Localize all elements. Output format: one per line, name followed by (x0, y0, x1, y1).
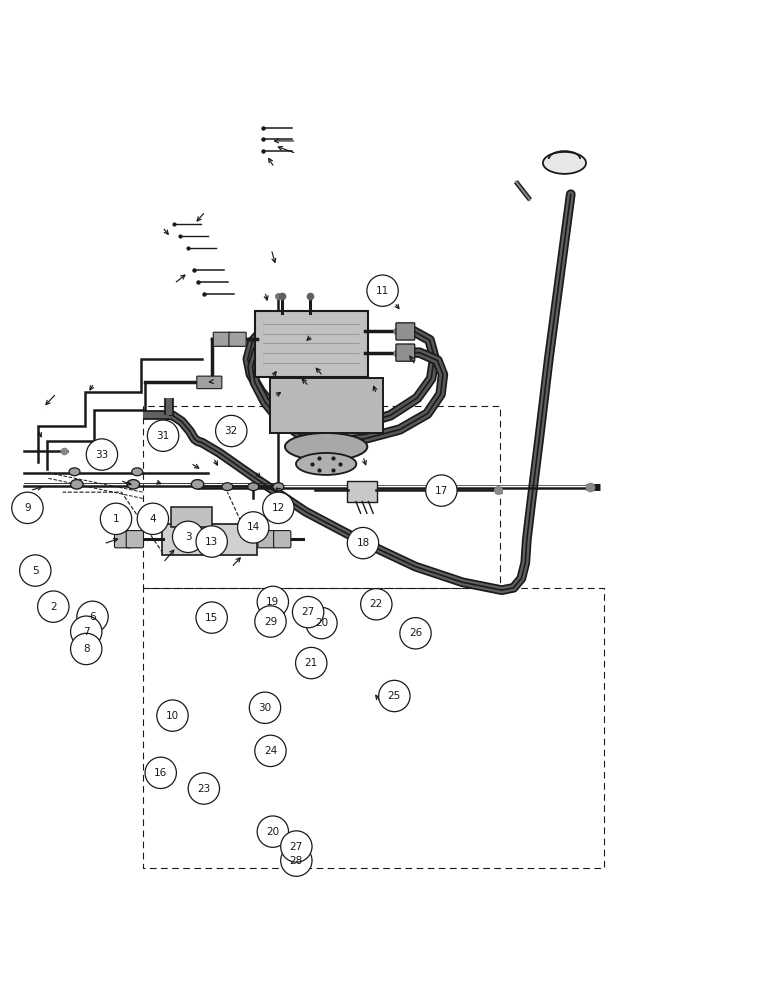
Circle shape (196, 602, 227, 633)
Text: 26: 26 (409, 628, 422, 638)
Circle shape (255, 606, 286, 637)
Circle shape (379, 680, 410, 712)
Text: 32: 32 (225, 426, 238, 436)
Circle shape (257, 586, 289, 618)
Text: 11: 11 (376, 286, 389, 296)
FancyBboxPatch shape (255, 311, 368, 377)
Circle shape (238, 512, 269, 543)
Ellipse shape (191, 480, 204, 489)
Text: 17: 17 (435, 486, 448, 496)
Text: 25: 25 (388, 691, 401, 701)
Text: 3: 3 (185, 532, 191, 542)
Circle shape (100, 503, 132, 534)
Text: 27: 27 (302, 607, 314, 617)
Text: 1: 1 (113, 514, 119, 524)
Circle shape (188, 773, 220, 804)
Circle shape (38, 591, 69, 622)
Ellipse shape (296, 453, 356, 475)
Text: 5: 5 (32, 566, 38, 576)
Circle shape (400, 618, 431, 649)
Ellipse shape (222, 483, 233, 491)
Text: 29: 29 (264, 617, 277, 627)
FancyBboxPatch shape (162, 524, 257, 555)
Text: 13: 13 (205, 537, 218, 547)
Ellipse shape (69, 468, 80, 476)
Circle shape (172, 521, 204, 553)
FancyBboxPatch shape (197, 376, 222, 389)
FancyBboxPatch shape (213, 332, 230, 346)
Circle shape (216, 415, 247, 447)
Circle shape (12, 492, 43, 524)
Text: 28: 28 (290, 856, 303, 866)
Ellipse shape (273, 483, 284, 491)
Text: 19: 19 (267, 597, 279, 607)
Text: 31: 31 (157, 431, 169, 441)
Text: 21: 21 (305, 658, 318, 668)
Circle shape (249, 692, 281, 723)
FancyBboxPatch shape (229, 332, 246, 346)
Circle shape (147, 420, 179, 451)
Text: 9: 9 (24, 503, 31, 513)
Circle shape (426, 475, 457, 506)
Circle shape (296, 647, 327, 679)
Circle shape (257, 816, 289, 847)
Ellipse shape (543, 152, 586, 174)
Circle shape (71, 616, 102, 647)
Text: 10: 10 (166, 711, 179, 721)
Circle shape (263, 492, 294, 524)
Circle shape (137, 503, 169, 534)
Text: 27: 27 (290, 842, 303, 852)
FancyBboxPatch shape (171, 507, 212, 527)
Text: 18: 18 (357, 538, 369, 548)
Text: 2: 2 (50, 602, 56, 612)
Circle shape (292, 596, 324, 628)
Text: 8: 8 (83, 644, 89, 654)
Ellipse shape (127, 480, 140, 489)
Text: 20: 20 (267, 827, 279, 837)
Text: 7: 7 (83, 627, 89, 637)
FancyBboxPatch shape (396, 344, 415, 361)
Text: 30: 30 (259, 703, 271, 713)
Circle shape (145, 757, 176, 789)
Text: 22: 22 (370, 599, 383, 609)
FancyBboxPatch shape (126, 531, 143, 548)
Ellipse shape (71, 480, 83, 489)
FancyBboxPatch shape (114, 531, 132, 548)
Circle shape (367, 275, 398, 306)
Circle shape (361, 589, 392, 620)
Circle shape (77, 601, 108, 632)
Circle shape (306, 607, 337, 639)
Circle shape (255, 735, 286, 767)
Ellipse shape (285, 433, 367, 460)
FancyBboxPatch shape (396, 323, 415, 340)
Text: 20: 20 (315, 618, 328, 628)
Text: 33: 33 (96, 450, 108, 460)
Text: 24: 24 (264, 746, 277, 756)
Circle shape (86, 439, 118, 470)
FancyBboxPatch shape (274, 531, 291, 548)
Circle shape (281, 845, 312, 876)
FancyBboxPatch shape (270, 378, 383, 433)
Ellipse shape (248, 483, 259, 491)
Text: 4: 4 (150, 514, 156, 524)
Circle shape (157, 700, 188, 731)
Circle shape (71, 633, 102, 665)
Circle shape (281, 831, 312, 862)
Text: 14: 14 (247, 522, 260, 532)
Text: 23: 23 (198, 784, 210, 794)
Text: 12: 12 (272, 503, 285, 513)
Text: 15: 15 (205, 613, 218, 623)
Circle shape (20, 555, 51, 586)
Circle shape (347, 527, 379, 559)
FancyBboxPatch shape (347, 481, 377, 502)
Circle shape (196, 526, 227, 557)
Text: 16: 16 (154, 768, 167, 778)
FancyBboxPatch shape (258, 531, 275, 548)
Ellipse shape (132, 468, 143, 476)
Text: 6: 6 (89, 612, 96, 622)
